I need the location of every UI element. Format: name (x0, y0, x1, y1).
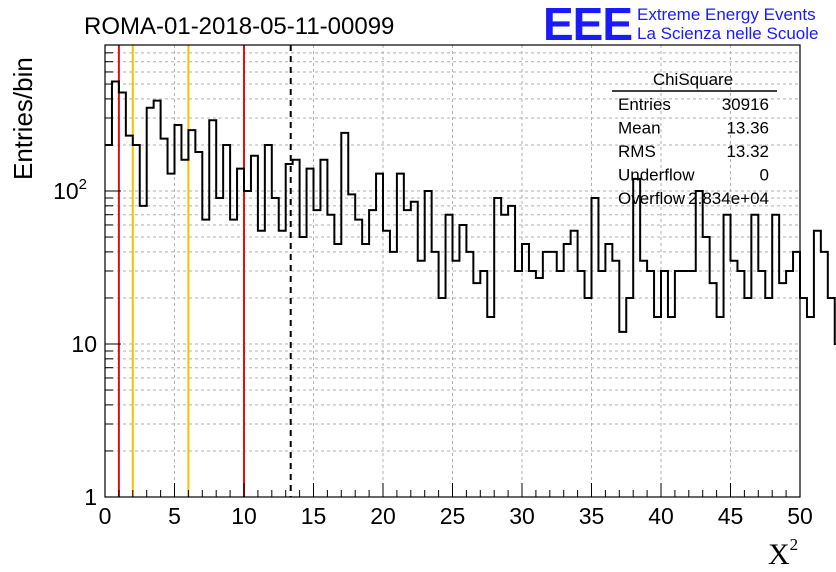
stats-row-value: 30916 (722, 95, 769, 114)
x-tick-label: 45 (718, 503, 744, 529)
eee-logo-line2: La Scienza nelle Scuole (637, 24, 818, 43)
y-tick-label: 1 (84, 484, 97, 510)
stats-row-value: 13.32 (726, 142, 769, 161)
stats-box: ChiSquare Entries 30916 Mean 13.36 RMS 13.32 U… (612, 70, 777, 208)
eee-logo: EEE Extreme Energy Events La Scienza nel… (543, 0, 818, 50)
stats-row-label: Overflow (618, 189, 686, 208)
x-tick-labels: 0 5 10 15 20 25 30 35 40 45 50 (99, 503, 813, 529)
x-tick-label: 25 (440, 503, 466, 529)
x-axis-label-superscript: 2 (790, 535, 799, 554)
y-tick-label: 10 (71, 331, 97, 357)
x-tick-label: 15 (301, 503, 327, 529)
x-tick-label: 30 (509, 503, 535, 529)
x-axis-label-main: X (768, 538, 790, 571)
eee-logo-mark: EEE (543, 0, 632, 50)
chart-title: ROMA-01-2018-05-11-00099 (84, 13, 394, 40)
eee-logo-line1: Extreme Energy Events (637, 5, 816, 24)
y-tick-labels: 1 10 102 (53, 176, 97, 510)
histogram-line (105, 80, 836, 345)
stats-row-value: 2.834e+04 (688, 189, 769, 208)
reference-lines (117, 45, 292, 497)
stats-row-label: Mean (618, 119, 661, 138)
stats-box-name: ChiSquare (653, 70, 733, 89)
x-tick-label: 20 (370, 503, 396, 529)
x-tick-label: 5 (168, 503, 181, 529)
x-tick-label: 40 (648, 503, 674, 529)
x-tick-label: 35 (579, 503, 605, 529)
y-axis-label: Entries/bin (8, 57, 38, 180)
x-tick-label: 10 (231, 503, 257, 529)
stats-row-value: 0 (760, 166, 769, 185)
stats-row-label: Underflow (618, 166, 695, 185)
stats-row-value: 13.36 (726, 119, 769, 138)
x-tick-label: 50 (787, 503, 813, 529)
y-tick-label: 102 (53, 176, 87, 204)
stats-row-label: RMS (618, 142, 656, 161)
axis-ticks (104, 44, 801, 498)
stats-row-label: Entries (618, 95, 671, 114)
x-tick-label: 0 (99, 503, 112, 529)
x-axis-label: X2 (768, 535, 798, 571)
